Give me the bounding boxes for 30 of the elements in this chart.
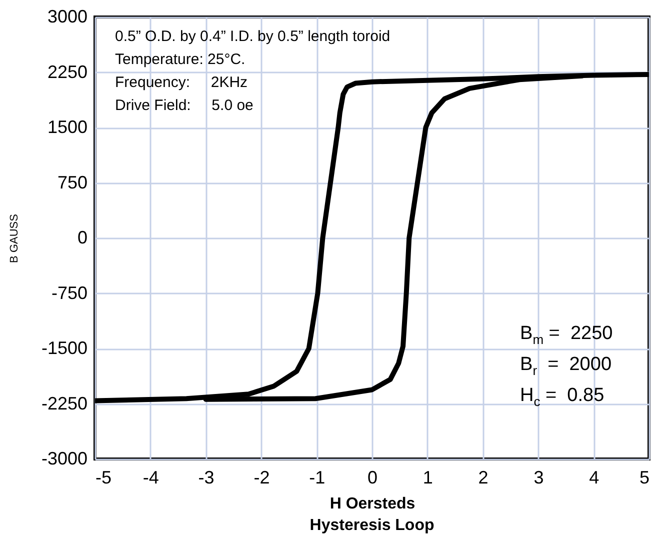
x-tick-label: 1 bbox=[422, 468, 433, 488]
y-tick-label: 0 bbox=[77, 228, 88, 248]
y-axis-title: B GAUSS bbox=[8, 214, 20, 263]
x-tick-label: -4 bbox=[142, 468, 159, 488]
annotation: Temperature: 25°C. bbox=[115, 51, 246, 68]
y-tick-label: 3000 bbox=[47, 6, 88, 26]
y-tick-label: -3000 bbox=[41, 448, 88, 468]
x-tick-label: -2 bbox=[254, 468, 270, 488]
x-tick-label: 5 bbox=[639, 468, 650, 488]
x-tick-label: 2 bbox=[478, 468, 488, 488]
y-tick-label: -1500 bbox=[41, 338, 88, 358]
x-tick-label: -3 bbox=[198, 468, 214, 488]
annotation: 0.5” O.D. by 0.4” I.D. by 0.5” length toroid bbox=[115, 28, 390, 45]
annotation: B$_{r}$ = 2000 bbox=[520, 354, 612, 378]
text: Hysteresis Loop bbox=[310, 517, 434, 534]
y-tick-label: 2250 bbox=[47, 62, 88, 82]
x-tick-label: -1 bbox=[309, 468, 326, 488]
x-axis-title: H Oersteds bbox=[330, 496, 416, 512]
annotation: H$_{c}$ = 0.85 bbox=[520, 384, 604, 408]
x-tick-label: 4 bbox=[589, 468, 600, 488]
x-tick-label: 0 bbox=[367, 468, 378, 488]
y-tick-label: -750 bbox=[51, 282, 88, 303]
y-tick-label: 1500 bbox=[47, 117, 88, 137]
annotation: B$_{m}$ = 2250 bbox=[520, 323, 613, 347]
y-tick-label: -2250 bbox=[41, 393, 88, 414]
annotation: Drive Field: 5.0 oe bbox=[115, 97, 254, 114]
y-tick-label: 750 bbox=[57, 172, 88, 192]
x-tick-label: 3 bbox=[534, 468, 544, 488]
annotation: Frequency: 2KHz bbox=[115, 74, 248, 91]
x-tick-label: -5 bbox=[96, 468, 112, 488]
